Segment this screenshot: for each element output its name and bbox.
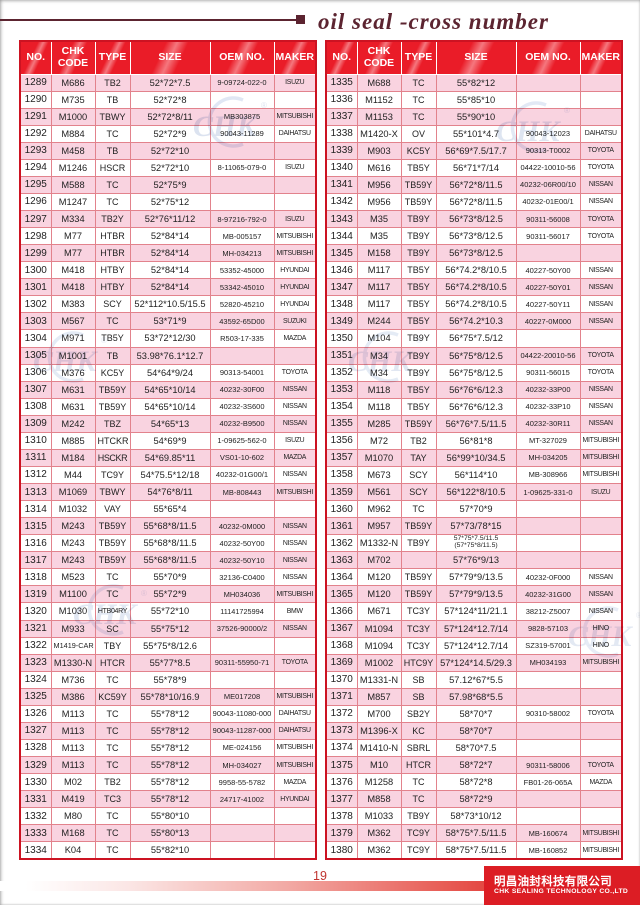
svg-text:CHK: CHK <box>33 345 98 378</box>
svg-text:CHK: CHK <box>348 345 413 378</box>
svg-text:®: ® <box>101 336 107 345</box>
svg-text:®: ® <box>416 336 422 345</box>
svg-text:®: ® <box>141 589 147 598</box>
svg-text:®: ® <box>636 611 640 620</box>
svg-text:®: ® <box>261 101 267 110</box>
svg-text:CHK: CHK <box>193 110 258 143</box>
svg-text:CHK: CHK <box>73 598 138 631</box>
svg-text:CHK: CHK <box>568 620 633 653</box>
svg-text:CHK: CHK <box>496 115 561 148</box>
svg-text:®: ® <box>564 106 570 115</box>
